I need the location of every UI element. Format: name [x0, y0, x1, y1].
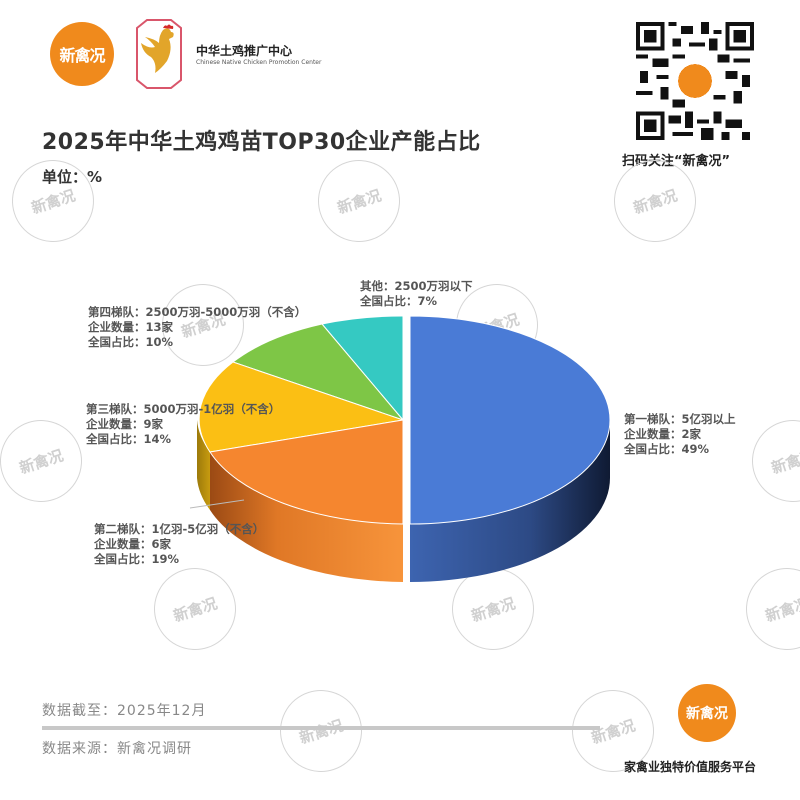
label-tier1: 第一梯队：5亿羽以上 企业数量：2家 全国占比：49% — [624, 412, 736, 456]
org-name-cn: 中华土鸡推广中心 — [196, 44, 293, 58]
label-tier3: 第三梯队：5000万羽-1亿羽（不含） 企业数量：9家 全国占比：14% — [86, 402, 281, 446]
qr-code-icon[interactable] — [636, 22, 754, 140]
org-name-en: Chinese Native Chicken Promotion Center — [196, 59, 322, 66]
label-tier2: 第二梯队：1亿羽-5亿羽（不含） 企业数量：6家 全国占比：19% — [94, 522, 265, 566]
slice-yellow[interactable] — [198, 361, 404, 453]
chart-title: 2025年中华土鸡鸡苗TOP30企业产能占比 — [42, 130, 481, 155]
leader-line — [189, 499, 245, 509]
qr-caption: 扫码关注“新禽况” — [622, 154, 731, 169]
brand-logo: 新禽况 — [50, 22, 114, 86]
slogan: 家禽业独特价值服务平台 — [624, 760, 757, 774]
label-other: 其他：2500万羽以下 全国占比：7% — [360, 279, 473, 308]
footer-logo: 新禽况 — [678, 684, 736, 742]
label-tier4: 第四梯队：2500万羽-5000万羽（不含） 企业数量：13家 全国占比：10% — [88, 305, 307, 349]
slice-side-orange — [210, 452, 403, 582]
slice-side-yellow — [197, 420, 210, 510]
rooster-badge-icon — [136, 19, 182, 89]
data-source: 数据来源：新禽况调研 — [42, 741, 192, 757]
divider — [42, 726, 600, 730]
slice-side-blue — [410, 420, 610, 582]
slice-orange[interactable] — [209, 419, 404, 525]
unit-label: 单位：% — [42, 168, 103, 186]
slice-blue[interactable] — [409, 315, 611, 525]
slice-green[interactable] — [231, 323, 405, 422]
brand-logo-text: 新禽况 — [59, 46, 105, 65]
data-date: 数据截至：2025年12月 — [42, 703, 207, 719]
